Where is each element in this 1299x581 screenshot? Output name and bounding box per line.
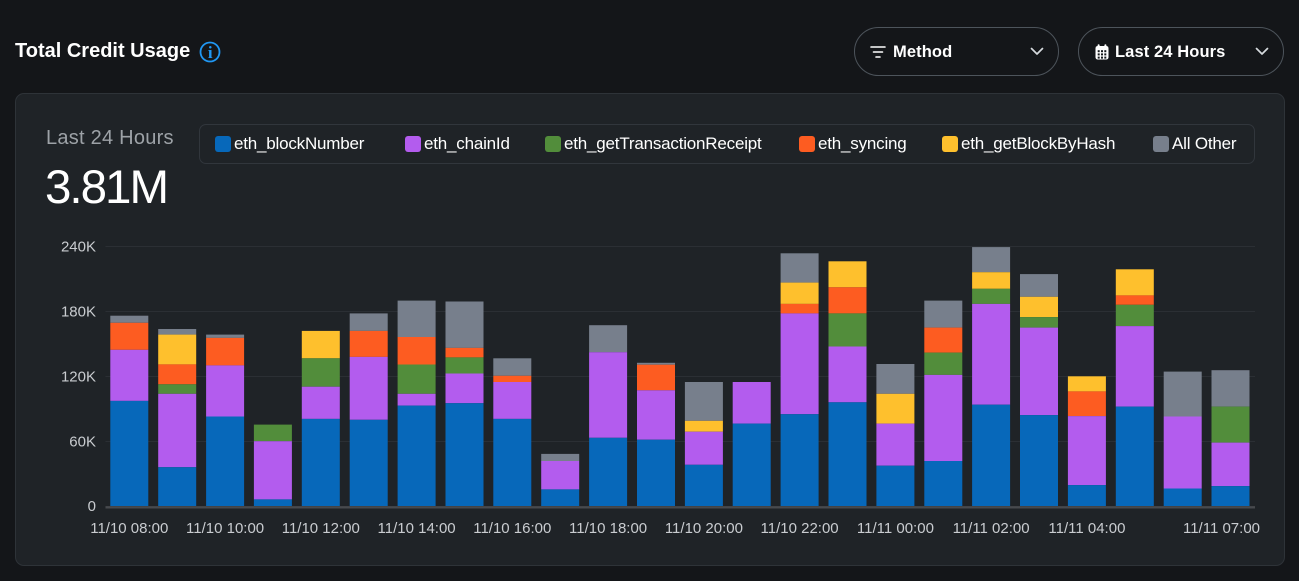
- svg-text:i: i: [208, 43, 213, 62]
- svg-text:11/11 02:00: 11/11 02:00: [953, 520, 1030, 537]
- svg-text:0: 0: [88, 498, 96, 515]
- svg-text:11/10 18:00: 11/10 18:00: [569, 520, 647, 537]
- svg-text:11/10 22:00: 11/10 22:00: [761, 520, 839, 537]
- svg-text:11/11 07:00: 11/11 07:00: [1183, 520, 1260, 537]
- svg-text:11/11 00:00: 11/11 00:00: [857, 520, 934, 537]
- svg-text:11/10 12:00: 11/10 12:00: [282, 520, 360, 537]
- svg-text:11/10 10:00: 11/10 10:00: [186, 520, 264, 537]
- svg-text:11/10 20:00: 11/10 20:00: [665, 520, 743, 537]
- svg-text:11/10 14:00: 11/10 14:00: [378, 520, 456, 537]
- svg-text:60K: 60K: [69, 434, 96, 451]
- svg-text:180K: 180K: [61, 304, 96, 321]
- svg-text:240K: 240K: [61, 239, 96, 256]
- svg-text:11/10 16:00: 11/10 16:00: [473, 520, 551, 537]
- svg-text:11/10 08:00: 11/10 08:00: [90, 520, 168, 537]
- svg-text:11/11 04:00: 11/11 04:00: [1048, 520, 1125, 537]
- svg-text:120K: 120K: [61, 369, 96, 386]
